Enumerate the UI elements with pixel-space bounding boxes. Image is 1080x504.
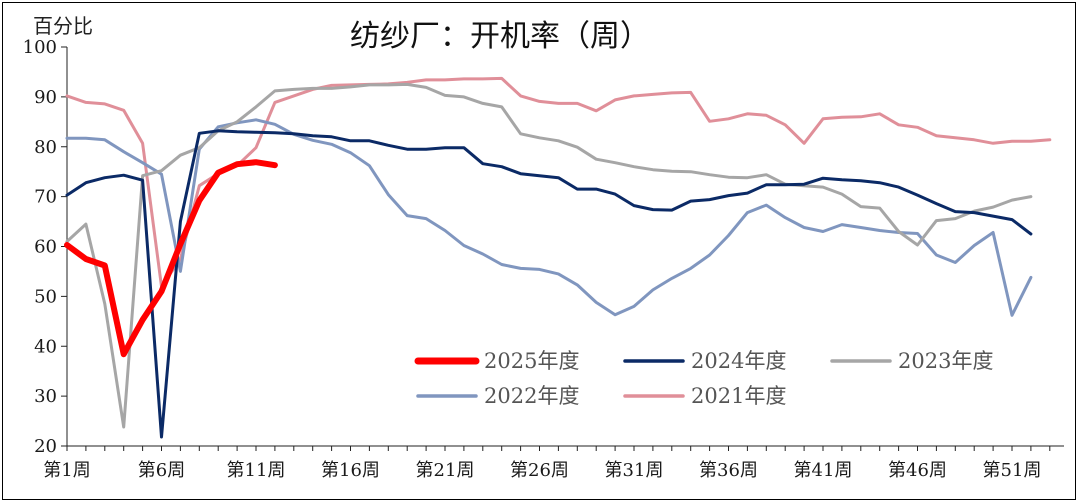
x-tick-label: 第1周 [43,460,90,481]
x-tick-label: 第41周 [794,460,853,481]
y-tick-label: 40 [34,336,57,357]
legend-label: 2025年度 [484,349,579,373]
y-tick-label: 80 [34,137,57,158]
x-axis: 第1周 第6周 第11周 第16周 第21周 第26周 第31周 第36周 第41周 第46周 第5… [43,445,1064,481]
y-tick-label: 50 [34,286,57,307]
x-tick-label: 第31周 [605,460,664,481]
y-tick-label: 30 [34,386,57,407]
legend-label: 2022年度 [484,384,579,408]
y-tick-label: 100 [23,37,57,58]
y-tick-label: 90 [34,87,57,108]
legend-label: 2024年度 [691,349,786,373]
x-tick-label: 第16周 [321,460,380,481]
legend: 2025年度 2024年度 2023年度 2022年度 2021年度 [414,349,993,408]
series-line-2023年度 [65,82,1033,429]
y-axis: 20 30 40 50 60 70 80 90 100 [23,37,68,457]
legend-label: 2023年度 [898,349,993,373]
x-tick-label: 第11周 [227,460,286,481]
x-tick-label: 第51周 [983,460,1042,481]
x-tick-label: 第21周 [416,460,475,481]
y-tick-label: 70 [34,187,57,208]
y-axis-unit-label: 百分比 [33,14,93,38]
x-tick-label: 第36周 [699,460,758,481]
x-tick-label: 第26周 [510,460,569,481]
series-line-2024年度 [65,129,1033,439]
series-lines [64,76,1052,439]
y-tick-label: 20 [34,436,57,457]
chart-title: 纺纱厂：开机率（周） [350,19,650,54]
x-tick-label: 第46周 [888,460,947,481]
series-line-2025年度 [64,159,278,358]
x-tick-label: 第6周 [138,460,185,481]
legend-label: 2021年度 [691,384,786,408]
y-tick-label: 60 [34,237,57,258]
